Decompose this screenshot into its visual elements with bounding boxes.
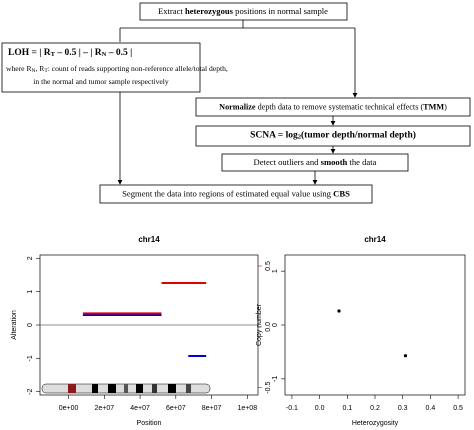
- y-tick-label: 0: [27, 323, 34, 327]
- x-tick-label: 0.2: [370, 405, 380, 412]
- y-tick-label: -1: [272, 376, 279, 382]
- x-tick-label: 0.0: [315, 405, 325, 412]
- node-box: [139, 2, 348, 21]
- x-tick-label: 1e+08: [237, 405, 257, 412]
- x-tick-label: 0.3: [398, 405, 408, 412]
- node-text: where RN, RT: count of reads supporting …: [6, 64, 228, 75]
- y2-tick-label: -0.5: [265, 382, 272, 394]
- x-axis-label: Position: [137, 420, 162, 427]
- node-box: [195, 125, 471, 147]
- y-tick-label: 0: [272, 323, 279, 327]
- node-text: SCNA = log2(tumor depth/normal depth): [250, 130, 416, 141]
- y-axis-label: Alteration: [11, 310, 18, 340]
- node-text: LOH = | RT – 0.5 | – | RN – 0.5 |: [8, 48, 132, 58]
- y-tick-label: -2: [27, 388, 34, 394]
- x-axis-label: Heterozygosity: [352, 420, 399, 427]
- node-box: [1, 42, 201, 93]
- x-tick-label: 0e+00: [59, 405, 79, 412]
- x-tick-label: 4e+07: [130, 405, 150, 412]
- y-axis-label: Copy number: [256, 303, 263, 346]
- point: [403, 354, 408, 358]
- x-tick-label: 0.1: [342, 405, 352, 412]
- node-text: Segment the data into regions of estimat…: [122, 188, 350, 198]
- flowchart: Extract heterozygous positions in normal…: [1, 2, 471, 204]
- node-text: Extract heterozygous positions in normal…: [158, 6, 328, 16]
- point: [337, 309, 341, 313]
- y2-tick-label: 0.0: [265, 322, 272, 332]
- chart-title: chr14: [138, 235, 160, 244]
- node-text: in the normal and tumor sample respectiv…: [33, 77, 169, 86]
- x-tick-label: 0.4: [426, 405, 436, 412]
- y-tick-label: -1: [27, 355, 34, 361]
- chart-title: chr14: [364, 235, 386, 244]
- node-box: [99, 184, 373, 204]
- plot-frame: [284, 254, 466, 396]
- x-tick-label: 2e+07: [94, 405, 114, 412]
- node-box: [221, 153, 409, 172]
- y-tick-label: 2: [27, 256, 34, 260]
- x-tick-label: 8e+07: [202, 405, 222, 412]
- plots: chr14 Position Alteration 0e+00 2e+07 4e+07 6e…: [11, 235, 466, 427]
- x-tick-label: 6e+07: [166, 405, 186, 412]
- y-tick-label: 1: [27, 290, 34, 294]
- chromosome-ideogram: [41, 383, 211, 394]
- node-text: Detect outliers and smooth the data: [254, 157, 377, 167]
- node-box: [195, 97, 471, 117]
- x-tick-label: 0.5: [453, 405, 463, 412]
- node-text: Normalize depth data to remove systemati…: [219, 102, 447, 111]
- y2-tick-label: 0.5: [265, 261, 272, 271]
- x-tick-label: -0.1: [286, 405, 298, 412]
- arrow: [119, 20, 355, 97]
- y-tick-label: 1: [272, 269, 279, 273]
